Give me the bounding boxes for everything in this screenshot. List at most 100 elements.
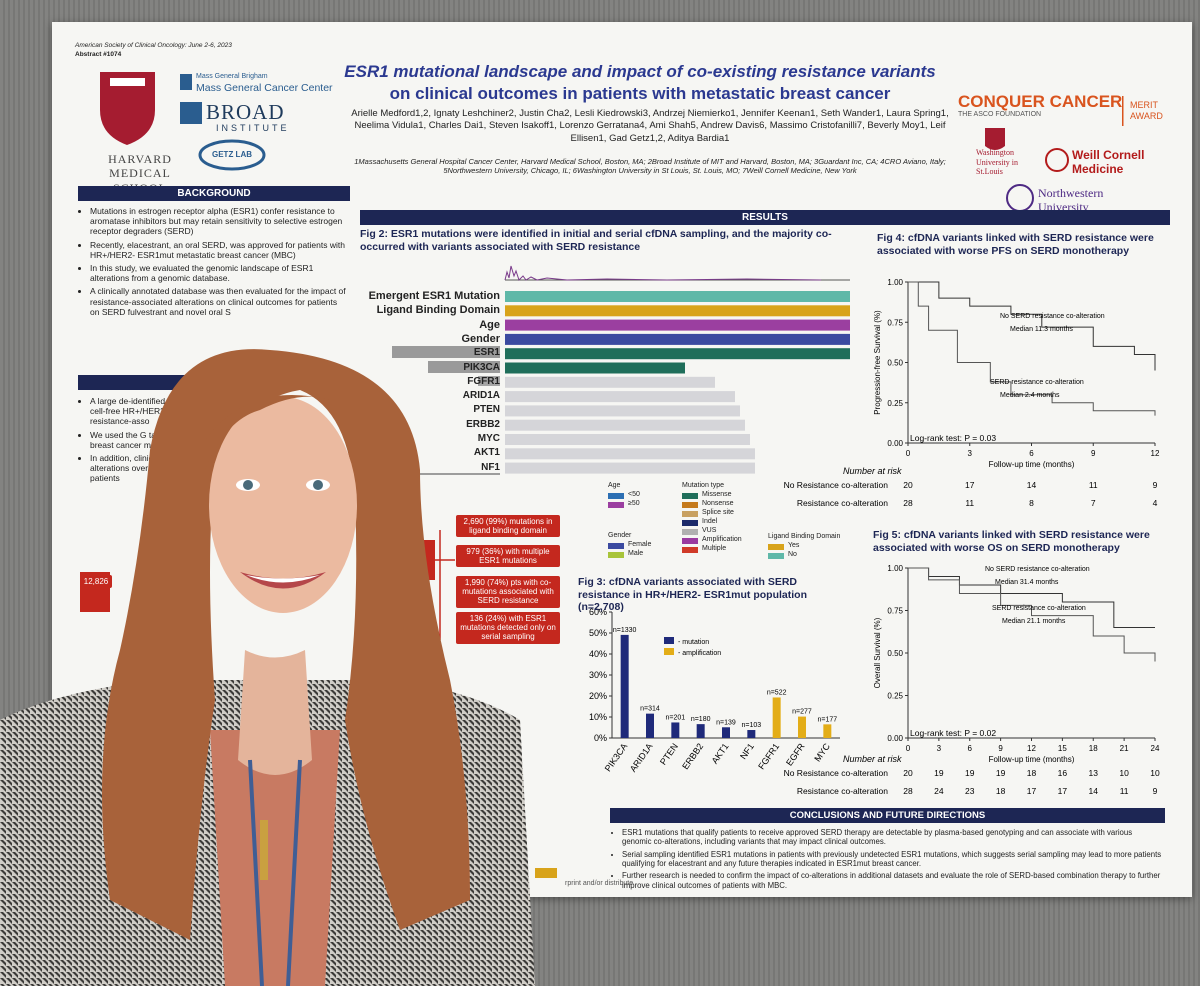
y-tick-label: 0.50 [887, 359, 903, 368]
y-tick-label: 0.00 [887, 439, 903, 448]
y-tick-label: 1.00 [887, 278, 903, 287]
conclusions-heading: CONCLUSIONS AND FUTURE DIRECTIONS [610, 808, 1165, 823]
onco-row [505, 448, 755, 460]
hair [102, 349, 470, 941]
title: ESR1 mutational landscape and impact of … [344, 62, 936, 81]
risk-value: 11 [965, 498, 974, 508]
x-tick-label: 24 [1151, 744, 1160, 753]
y-tick-label: 0.75 [887, 318, 903, 327]
weill-logo: Weill Cornell Medicine [1072, 148, 1145, 177]
risk-value: 11 [1089, 480, 1098, 490]
bullet: We used the G targeted next breast cance… [90, 430, 200, 450]
legend-label: Yes [788, 542, 800, 549]
risk-label: Resistance co-alteration [797, 786, 888, 796]
shield-book [110, 78, 145, 86]
x-tick-label: 12 [1027, 744, 1036, 753]
onco-row [505, 362, 685, 374]
background-heading: BACKGROUND [78, 186, 350, 201]
risk-value: 17 [1058, 786, 1068, 796]
onco-row [505, 405, 740, 417]
title: on clinical outcomes in patients with me… [389, 84, 891, 103]
y-tick-label: 0.25 [887, 399, 903, 408]
y-tick-label: 30% [589, 670, 607, 680]
y-tick-label: 0.75 [887, 607, 903, 616]
legend-title: Gender [608, 532, 632, 539]
bullet: ESR1 mutations that qualify patients to … [622, 828, 1162, 847]
row-label: ERBB2 [466, 418, 500, 430]
mgcc-logo: Mass General Cancer Center [196, 82, 333, 94]
conquer-logo: CONQUER CANCER [958, 92, 1123, 111]
bar [671, 722, 680, 738]
y-axis-label: Progression-free Survival (%) [873, 310, 882, 415]
conference: American Society of Clinical Oncology: J… [75, 42, 232, 49]
y-tick-label: 1.00 [887, 564, 903, 573]
risk-value: 28 [903, 786, 913, 796]
row-label: Age [479, 318, 500, 331]
logrank: Log-rank test: P = 0.02 [910, 728, 996, 738]
survival-curve [908, 281, 1156, 416]
x-tick-label: 6 [968, 744, 973, 753]
risk-value: 24 [934, 786, 944, 796]
bangs [205, 395, 330, 470]
bullet: Serial sampling identified ESR1 mutation… [622, 850, 1162, 869]
bar [646, 713, 654, 738]
data-label: n=1330 [613, 627, 637, 634]
risk-title: Number at risk [843, 754, 902, 764]
onco-row [505, 419, 745, 431]
getz-logo: GETZ LAB [212, 150, 252, 159]
legend-label: Amplification [702, 536, 742, 543]
bar [620, 634, 629, 738]
zipper [260, 820, 268, 880]
onco-row [505, 348, 850, 360]
data-label: n=314 [640, 706, 660, 713]
curve-label: No SERD resistance co-alteration [985, 566, 1090, 573]
risk-value: 14 [1089, 786, 1099, 796]
curve-label: SERD resistance co-alteration [990, 379, 1084, 386]
legend-swatch [664, 648, 674, 655]
legend-swatch [682, 529, 698, 535]
y-tick-label: 0.25 [887, 692, 903, 701]
data-label: n=103 [741, 722, 761, 729]
flow-box: 1,990 (74%) pts with co-mutations associ… [456, 576, 560, 608]
y-tick-label: 60% [589, 607, 607, 617]
risk-label: No Resistance co-alteration [784, 768, 889, 778]
legend-title: Age [608, 482, 621, 489]
bar [772, 697, 781, 738]
washu-logo: Washington University in St.Louis [976, 148, 1018, 177]
flow-box: 12,826 [80, 575, 112, 589]
broad-logo: BROAD [206, 100, 285, 124]
risk-value: 7 [1091, 498, 1096, 508]
risk-value: 20 [903, 768, 913, 778]
bar [696, 724, 705, 738]
y-tick-label: 0% [594, 733, 607, 743]
y-tick-label: 20% [589, 691, 607, 701]
oncoprint [505, 291, 850, 559]
legend-swatch [682, 502, 698, 508]
risk-value: 11 [1120, 786, 1129, 796]
neck [238, 650, 312, 775]
fig4-title: Fig 4: cfDNA variants linked with SERD r… [877, 232, 1154, 257]
risk-label: No Resistance co-alteration [784, 480, 889, 490]
flow-connector [433, 530, 455, 640]
median-label: Median 11.3 months [1010, 326, 1073, 333]
onco-row [505, 391, 735, 403]
conclusions-text: ESR1 mutations that qualify patients to … [612, 828, 1162, 893]
risk-value: 19 [996, 768, 1006, 778]
legend-swatch [608, 502, 624, 508]
risk-value: 20 [903, 480, 913, 490]
flow-box: 979 (36%) with multiple ESR1 mutations [456, 545, 560, 568]
y-tick-label: 50% [589, 628, 607, 638]
x-tick-label: 12 [1151, 449, 1160, 458]
median-label: Median 2.4 months [1000, 392, 1060, 399]
flow-box: 136 (24%) with ESR1 mutations detected o… [456, 612, 560, 644]
data-label: n=139 [716, 719, 736, 726]
sample-bar [478, 376, 500, 386]
x-tick-label: 3 [968, 449, 973, 458]
data-label: n=180 [691, 716, 711, 723]
data-label: n=201 [665, 714, 685, 721]
x-tick-label: 21 [1120, 744, 1129, 753]
risk-value: 19 [965, 768, 975, 778]
y-tick-label: 0.00 [887, 734, 903, 743]
